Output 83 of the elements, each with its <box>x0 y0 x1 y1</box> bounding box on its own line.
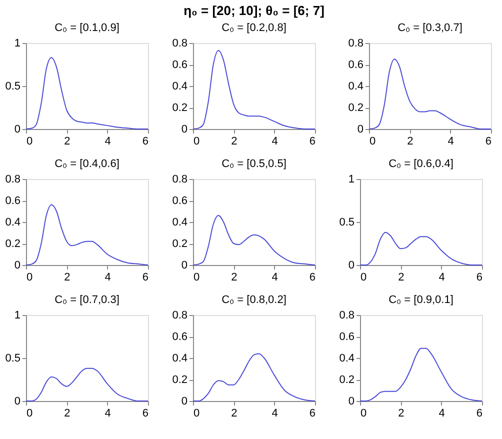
y-tick-label: 0 <box>14 396 20 408</box>
y-tick-label: 1 <box>348 174 354 186</box>
y-tick-label: 0 <box>181 260 188 272</box>
x-tick-label: 4 <box>448 136 454 148</box>
x-tick-label: 0 <box>194 272 200 284</box>
y-tick-label: 0.5 <box>5 352 20 364</box>
y-tick-label: 0.8 <box>5 174 20 186</box>
y-tick-label: 0.6 <box>348 59 364 71</box>
y-tick-label: 0.8 <box>172 310 188 322</box>
y-tick-label: 0.8 <box>172 174 188 186</box>
y-tick-label: 0.4 <box>339 352 354 364</box>
x-tick-label: 4 <box>438 272 445 284</box>
x-tick-label: 2 <box>407 136 414 148</box>
x-tick-label: 0 <box>26 272 33 284</box>
x-tick-label: 6 <box>485 136 492 148</box>
x-tick-label: 2 <box>231 136 238 148</box>
y-tick-label: 0.2 <box>172 374 188 386</box>
y-tick-label: 1 <box>14 310 20 322</box>
chart-subtitle: C₀ = [0.6,0.4] <box>388 158 454 170</box>
y-tick-label: 0.2 <box>5 238 20 250</box>
x-tick-label: 4 <box>272 136 278 148</box>
x-tick-label: 2 <box>64 408 70 420</box>
x-tick-label: 2 <box>231 272 238 284</box>
y-tick-label: 0.2 <box>172 238 188 250</box>
x-tick-label: 6 <box>309 408 316 420</box>
chart-subtitle: C₀ = [0.9,0.1] <box>388 294 454 306</box>
x-tick-label: 2 <box>398 272 404 284</box>
y-tick-label: 0.2 <box>172 102 188 114</box>
y-tick-label: 0.4 <box>172 216 188 228</box>
y-tick-label: 0.2 <box>348 102 364 114</box>
x-tick-label: 4 <box>104 408 111 420</box>
chart-subtitle: C₀ = [0.5,0.5] <box>222 158 286 170</box>
y-tick-label: 0.2 <box>339 374 354 386</box>
x-tick-label: 6 <box>142 136 148 148</box>
chart-subtitle: C₀ = [0.3,0.7] <box>398 22 462 34</box>
y-tick-label: 0.5 <box>5 80 20 92</box>
chart-subtitle: C₀ = [0.4,0.6] <box>54 158 120 170</box>
y-tick-label: 0.4 <box>172 352 188 364</box>
y-tick-label: 0.8 <box>339 310 354 322</box>
chart-subtitle: C₀ = [0.1,0.9] <box>54 22 120 34</box>
x-tick-label: 6 <box>476 272 482 284</box>
y-tick-label: 0.6 <box>172 331 188 343</box>
x-tick-label: 6 <box>142 408 148 420</box>
x-tick-label: 0 <box>26 408 33 420</box>
chart-subtitle: C₀ = [0.8,0.2] <box>222 294 286 306</box>
x-tick-label: 4 <box>438 408 445 420</box>
x-tick-label: 0 <box>194 408 200 420</box>
y-tick-label: 0.4 <box>172 80 188 92</box>
y-tick-label: 0.6 <box>339 331 354 343</box>
y-tick-label: 0 <box>357 124 364 136</box>
y-tick-label: 0.4 <box>5 216 20 228</box>
y-tick-label: 0.8 <box>172 38 188 50</box>
x-tick-label: 0 <box>370 136 376 148</box>
y-tick-label: 0 <box>348 260 354 272</box>
x-tick-label: 2 <box>64 272 70 284</box>
x-tick-label: 4 <box>104 136 111 148</box>
y-tick-label: 1 <box>14 38 20 50</box>
x-tick-label: 4 <box>272 272 278 284</box>
y-tick-label: 0.6 <box>5 195 20 207</box>
chart-subtitle: C₀ = [0.2,0.8] <box>222 22 286 34</box>
chart-subtitle: C₀ = [0.7,0.3] <box>54 294 120 306</box>
x-tick-label: 6 <box>309 272 316 284</box>
x-tick-label: 6 <box>309 136 316 148</box>
x-tick-label: 0 <box>194 136 200 148</box>
x-tick-label: 2 <box>231 408 238 420</box>
y-tick-label: 0 <box>348 396 354 408</box>
chart-title: η₀ = [20; 10]; θ₀ = [6; 7] <box>184 3 324 18</box>
y-tick-label: 0.6 <box>172 195 188 207</box>
y-tick-label: 0.8 <box>348 38 364 50</box>
y-tick-label: 0 <box>181 396 188 408</box>
x-tick-label: 6 <box>142 272 148 284</box>
y-tick-label: 0 <box>14 260 20 272</box>
y-tick-label: 0.4 <box>348 80 364 92</box>
x-tick-label: 4 <box>104 272 111 284</box>
y-tick-label: 0 <box>181 124 188 136</box>
x-tick-label: 6 <box>476 408 482 420</box>
y-tick-label: 0.5 <box>339 216 354 228</box>
x-tick-label: 2 <box>398 408 404 420</box>
x-tick-label: 4 <box>272 408 278 420</box>
y-tick-label: 0 <box>14 124 20 136</box>
x-tick-label: 2 <box>64 136 70 148</box>
x-tick-label: 0 <box>26 136 33 148</box>
y-tick-label: 0.6 <box>172 59 188 71</box>
